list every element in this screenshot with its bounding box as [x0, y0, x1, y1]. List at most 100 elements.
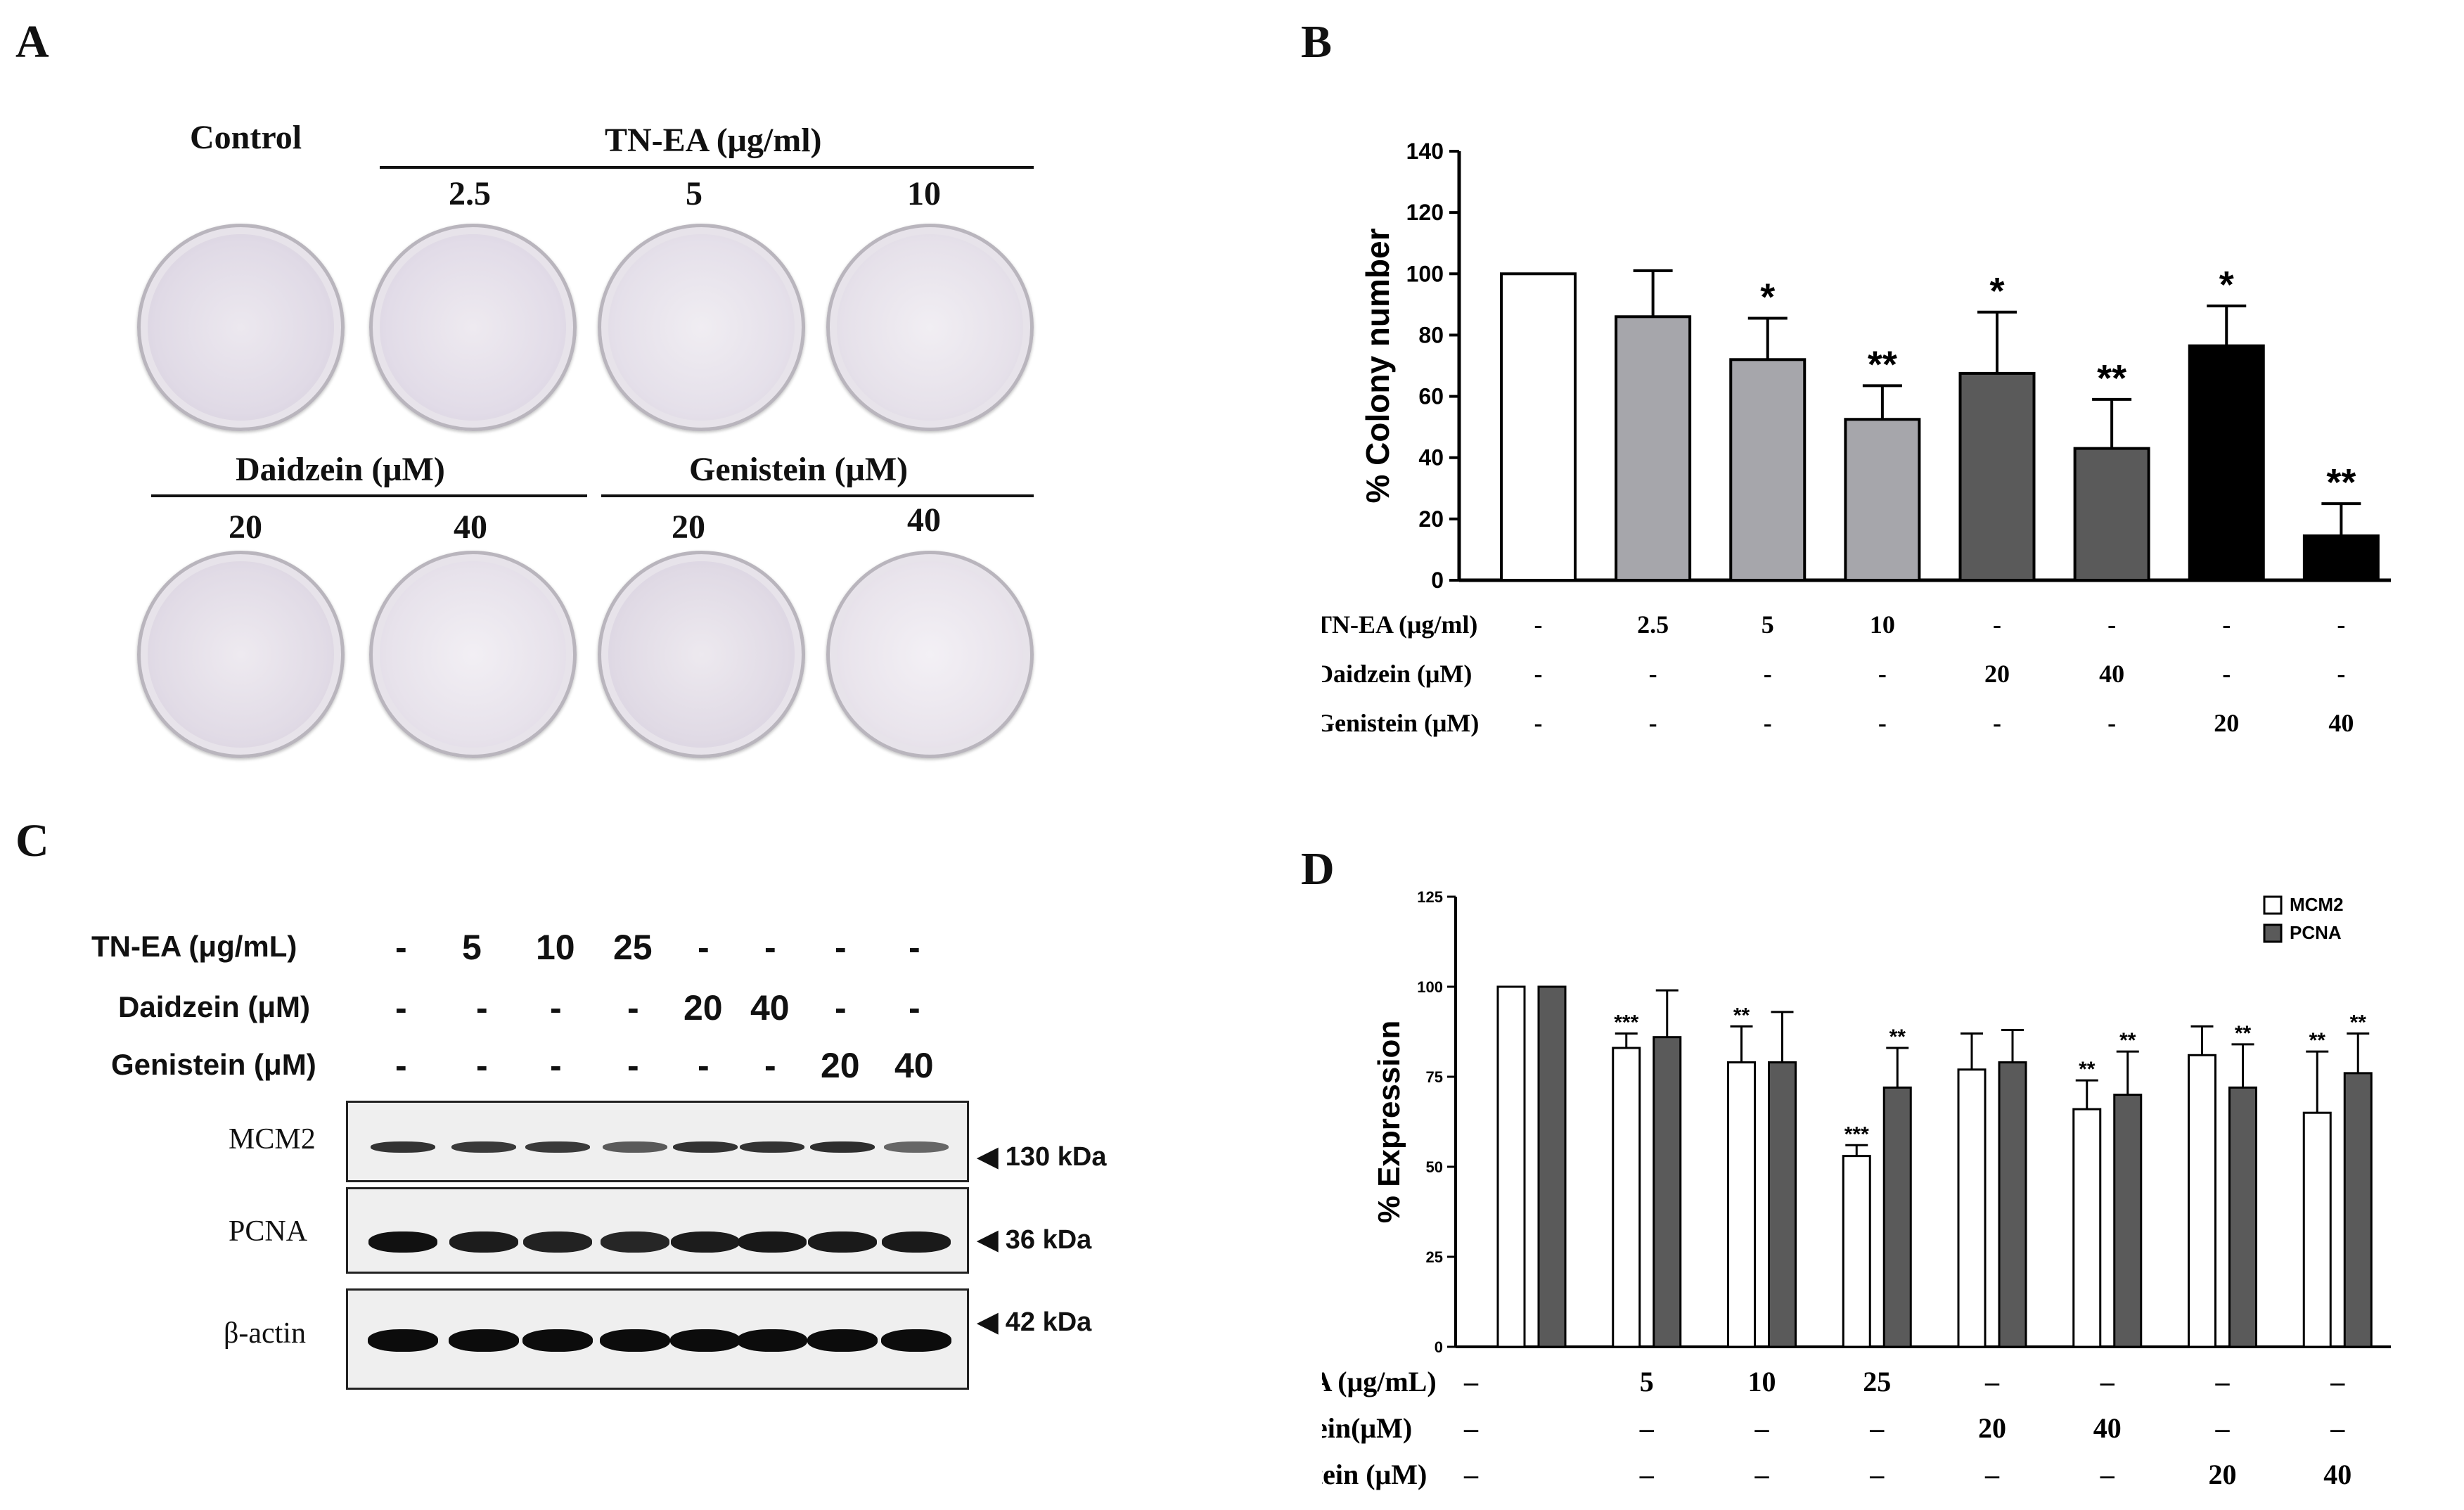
- blot-treatment-label: TN-EA (μg/mL): [91, 930, 297, 963]
- treatment-value: –: [2330, 1366, 2345, 1397]
- bar: [1768, 1061, 1797, 1348]
- blot-band: [449, 1231, 518, 1253]
- blot-treatment-value: -: [909, 988, 920, 1028]
- blot-band: [882, 1231, 951, 1253]
- treatment-value: 5: [1762, 610, 1774, 639]
- treatment-value: 5: [1640, 1366, 1654, 1397]
- bar: [1727, 1061, 1756, 1348]
- bar: [2072, 1108, 2102, 1348]
- significance-marker: *: [1989, 270, 2004, 312]
- tnea-header-line: [380, 166, 1034, 169]
- treatment-value: –: [1754, 1412, 1770, 1444]
- genistein-header: Genistein (μM): [689, 451, 909, 488]
- blot-treatment-value: 25: [613, 928, 653, 967]
- blot-treatment-value: -: [627, 988, 639, 1028]
- legend-label: PCNA: [2290, 922, 2342, 943]
- blot-treatment-value: -: [698, 928, 710, 967]
- treatment-value: -: [1993, 709, 2001, 737]
- blot-treatment-value: 20: [821, 1046, 860, 1085]
- treatment-value: -: [1534, 610, 1543, 639]
- treatment-value: –: [1463, 1366, 1479, 1397]
- treatment-row-label: Genistein (μM): [1322, 1459, 1427, 1490]
- genistein-dose-label: 20: [672, 508, 705, 546]
- y-tick-label: 0: [1435, 1338, 1443, 1356]
- y-tick-label: 100: [1406, 261, 1444, 286]
- blot-band: [600, 1329, 670, 1352]
- treatment-value: -: [2337, 660, 2345, 688]
- significance-marker: *: [2219, 264, 2234, 306]
- tnea-dose-label: 10: [907, 175, 941, 212]
- significance-marker: **: [2097, 357, 2126, 399]
- blot-band: [603, 1141, 667, 1153]
- y-tick-label: 60: [1418, 384, 1444, 409]
- significance-marker: **: [2079, 1058, 2096, 1081]
- treatment-value: –: [2100, 1459, 2115, 1490]
- y-tick-label: 40: [1418, 445, 1444, 471]
- bar: [1612, 1047, 1641, 1348]
- blot-treatment-value: -: [835, 928, 847, 967]
- significance-marker: *: [1760, 276, 1775, 318]
- significance-marker: **: [1868, 343, 1897, 385]
- daidzein-dose-label: 20: [229, 508, 262, 546]
- bar: [1653, 1036, 1682, 1348]
- treatment-value: 20: [1978, 1412, 2006, 1444]
- blot-band: [522, 1329, 593, 1352]
- treatment-value: –: [2215, 1366, 2231, 1397]
- bar: [1496, 985, 1526, 1348]
- blot-band: [451, 1141, 516, 1153]
- daidzein-dose-label: 40: [454, 508, 487, 546]
- blot-band: [881, 1329, 951, 1352]
- bar: [1500, 272, 1577, 582]
- petri-dish-tnea-10: [826, 224, 1034, 431]
- blot-treatment-value: -: [550, 1046, 562, 1085]
- treatment-value: -: [1534, 660, 1543, 688]
- blot-mcm2: [346, 1101, 969, 1182]
- treatment-value: –: [1869, 1459, 1885, 1490]
- blot-band: [884, 1141, 949, 1153]
- treatment-row-label: TN-EA (μg/mL): [1322, 1366, 1437, 1397]
- treatment-value: 40: [2323, 1459, 2351, 1490]
- blot-treatment-value: -: [476, 1046, 488, 1085]
- blot-treatment-value: -: [476, 988, 488, 1028]
- y-tick-label: 80: [1418, 322, 1444, 347]
- y-tick-label: 100: [1417, 978, 1443, 996]
- blot-treatment-value: -: [909, 928, 920, 967]
- treatment-value: 25: [1863, 1366, 1891, 1397]
- control-label: Control: [190, 119, 302, 156]
- blot-treatment-value: -: [395, 988, 407, 1028]
- treatment-value: 40: [2093, 1412, 2122, 1444]
- treatment-value: -: [1878, 709, 1887, 737]
- treatment-value: -: [2222, 610, 2231, 639]
- blot-band: [807, 1329, 878, 1352]
- bar: [2343, 1072, 2373, 1348]
- y-tick-label: 75: [1426, 1068, 1443, 1086]
- treatment-row-label: TN-EA (μg/ml): [1322, 610, 1477, 639]
- bar: [2188, 1054, 2216, 1348]
- blot-band: [449, 1329, 519, 1352]
- blot-band: [810, 1141, 875, 1153]
- bar: [2302, 1111, 2332, 1348]
- blot-band: [368, 1231, 437, 1253]
- significance-marker: **: [1889, 1025, 1906, 1049]
- genistein-dose-label: 40: [907, 501, 941, 539]
- treatment-value: 10: [1870, 610, 1895, 639]
- treatment-value: –: [1639, 1459, 1655, 1490]
- treatment-value: 20: [2214, 709, 2239, 737]
- significance-marker: ***: [1614, 1011, 1638, 1035]
- y-tick-label: 140: [1406, 139, 1444, 164]
- y-tick-label: 50: [1426, 1158, 1443, 1176]
- blot-band: [740, 1141, 804, 1153]
- blot-treatment-value: 5: [462, 928, 482, 967]
- blot-treatment-value: -: [550, 988, 562, 1028]
- blot-treatment-value: -: [764, 1046, 776, 1085]
- daidzein-header: Daidzein (μM): [236, 451, 445, 488]
- bar: [2073, 447, 2150, 582]
- blot-treatment-value: -: [835, 988, 847, 1028]
- blot-band: [808, 1231, 877, 1253]
- treatment-row-label: Genistein (μM): [1322, 709, 1479, 737]
- y-axis-label: % Expression: [1372, 1020, 1406, 1224]
- treatment-value: -: [1649, 709, 1657, 737]
- significance-marker: **: [2235, 1022, 2252, 1045]
- blot-treatment-value: 10: [536, 928, 575, 967]
